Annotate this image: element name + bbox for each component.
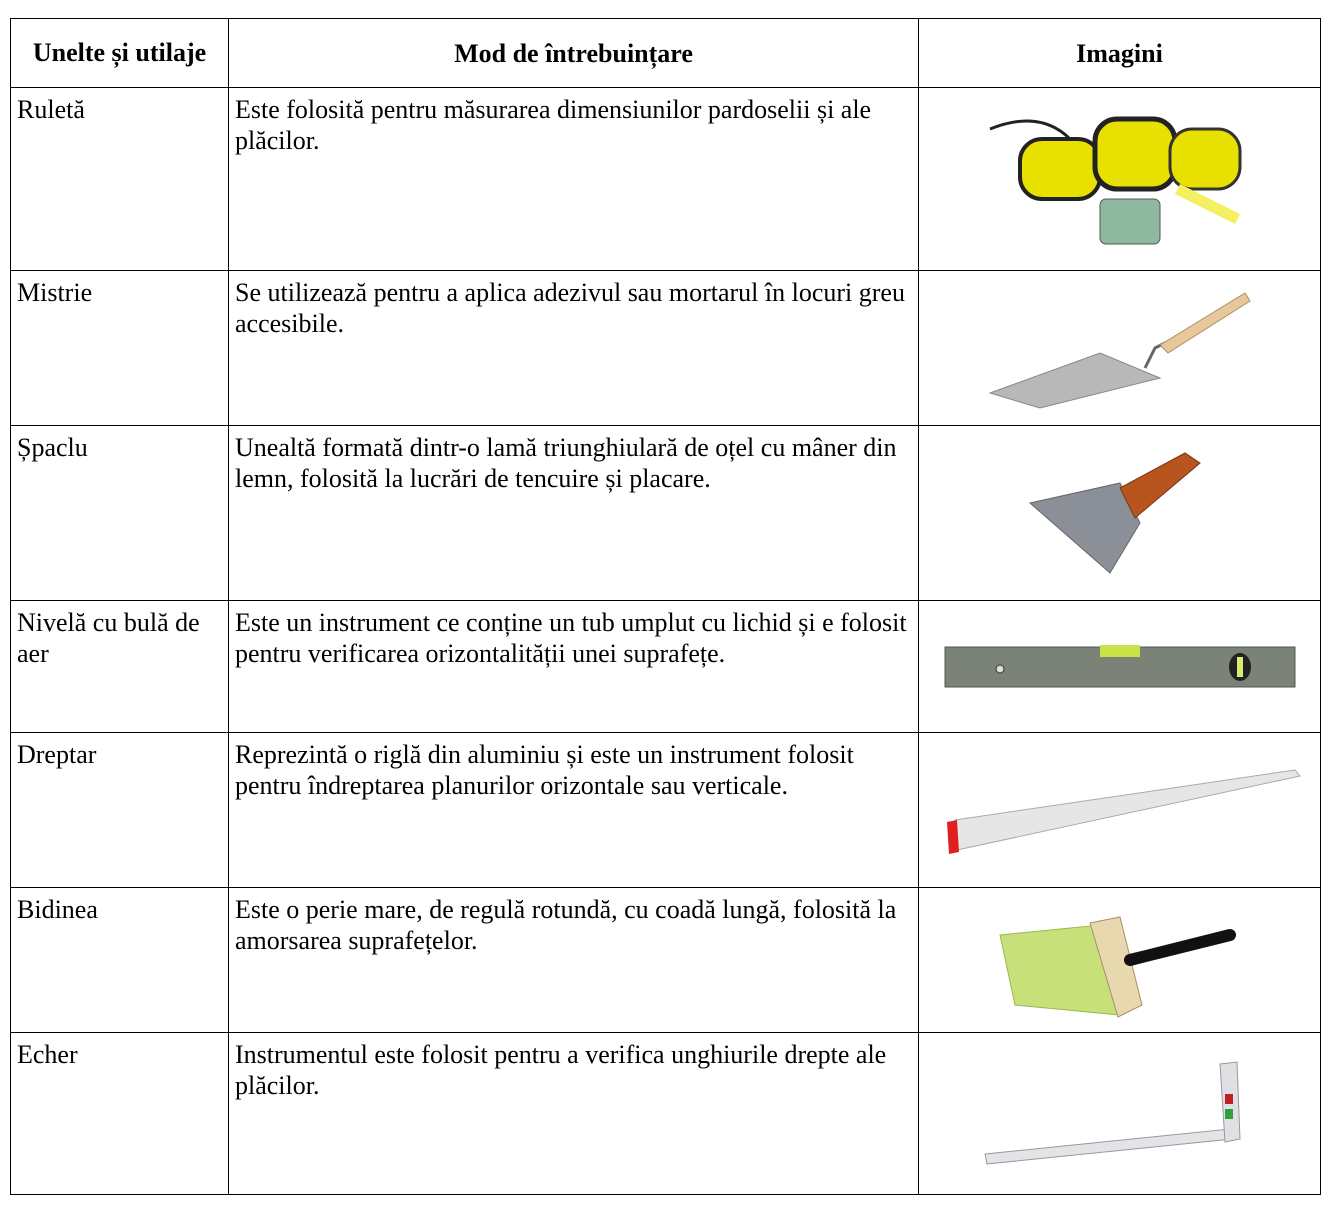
row: Echer Instrumentul este folosit pentru a… [10,1032,1321,1195]
tool-description: Unealtă formată dintr-o lamă triunghiula… [228,425,919,601]
tool-description: Este folosită pentru măsurarea dimensiun… [228,87,919,271]
image-cell [918,1032,1321,1195]
tool-description: Reprezintă o riglă din aluminiu și este … [228,732,919,888]
tool-name: Dreptar [10,732,229,888]
row: Ruletă Este folosită pentru măsurarea di… [10,87,1321,271]
image-cell [918,887,1321,1033]
row: Mistrie Se utilizează pentru a aplica ad… [10,270,1321,426]
tool-description: Se utilizează pentru a aplica adezivul s… [228,270,919,426]
tool-description: Este o perie mare, de regulă rotundă, cu… [228,887,919,1033]
spirit-level-image [944,644,1295,687]
image-cell [918,600,1321,733]
header-cell: Mod de întrebuințare [228,18,919,88]
tools-table: Unelte și utilaje Mod de întrebuințare I… [10,18,1321,1195]
header-cell: Imagini [918,18,1321,88]
tool-name: Șpaclu [10,425,229,601]
tape-measure-image [988,116,1241,245]
image-cell [918,87,1321,271]
square-image [983,1060,1241,1165]
tool-name: Ruletă [10,87,229,271]
tool-description: Este un instrument ce conține un tub ump… [228,600,919,733]
image-cell [918,425,1321,601]
brush-image [998,916,1236,1018]
tool-name: Nivelă cu bulă de aer [10,600,229,733]
row: Nivelă cu bulă de aer Este un instrument… [10,600,1321,733]
tool-name: Mistrie [10,270,229,426]
row: Bidinea Este o perie mare, de regulă rot… [10,887,1321,1033]
tool-name: Bidinea [10,887,229,1033]
image-cell [918,732,1321,888]
tool-description: Instrumentul este folosit pentru a verif… [228,1032,919,1195]
row: Șpaclu Unealtă formată dintr-o lamă triu… [10,425,1321,601]
straightedge-image [946,769,1301,854]
tool-name: Echer [10,1032,229,1195]
row: Dreptar Reprezintă o riglă din aluminiu … [10,732,1321,888]
header-row: Unelte și utilaje Mod de întrebuințare I… [10,18,1321,88]
header-cell: Unelte și utilaje [10,18,229,88]
trowel-image [987,292,1251,409]
image-cell [918,270,1321,426]
putty-knife-image [1028,452,1201,574]
